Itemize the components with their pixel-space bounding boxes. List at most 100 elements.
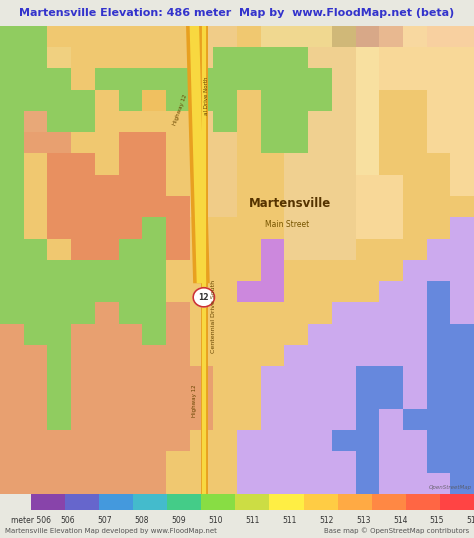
Bar [71, 90, 95, 111]
Bar [166, 153, 190, 175]
Bar [71, 111, 95, 132]
Bar [213, 387, 237, 409]
Bar [284, 217, 308, 238]
Bar [332, 47, 356, 68]
Bar [142, 175, 166, 196]
Bar [95, 26, 118, 47]
Bar [71, 175, 95, 196]
Bar [213, 302, 237, 324]
Bar [24, 260, 47, 281]
Bar [427, 111, 450, 132]
Bar [71, 345, 95, 366]
Bar [47, 175, 71, 196]
Bar [450, 409, 474, 430]
Bar [201, 494, 236, 510]
Bar [450, 451, 474, 472]
Bar [142, 302, 166, 324]
Bar [427, 238, 450, 260]
Bar [284, 324, 308, 345]
Bar [284, 196, 308, 217]
Bar [190, 47, 213, 68]
Bar [213, 281, 237, 302]
Bar [213, 196, 237, 217]
Text: 12: 12 [199, 293, 209, 302]
Bar [95, 451, 118, 472]
Bar [118, 26, 142, 47]
Text: Highway 12: Highway 12 [191, 384, 197, 416]
Bar [403, 238, 427, 260]
Bar [450, 345, 474, 366]
Bar [95, 47, 118, 68]
Bar [403, 217, 427, 238]
Bar [166, 472, 190, 494]
Bar [237, 132, 261, 153]
Bar [284, 26, 308, 47]
Bar [308, 366, 332, 387]
Bar [308, 47, 332, 68]
Bar [261, 90, 284, 111]
Bar [237, 345, 261, 366]
Bar [379, 132, 403, 153]
Bar [142, 409, 166, 430]
Bar [190, 196, 213, 217]
Bar [190, 430, 213, 451]
Bar [403, 26, 427, 47]
Bar [24, 281, 47, 302]
Bar [284, 302, 308, 324]
Bar [24, 111, 47, 132]
Bar [332, 281, 356, 302]
Bar [24, 175, 47, 196]
Bar [379, 196, 403, 217]
Bar [356, 217, 379, 238]
Bar [450, 302, 474, 324]
Bar [190, 472, 213, 494]
Bar [118, 430, 142, 451]
Bar [24, 430, 47, 451]
Bar [190, 281, 213, 302]
Polygon shape [190, 26, 206, 284]
Bar [308, 409, 332, 430]
Bar [450, 472, 474, 494]
Bar [284, 132, 308, 153]
Bar [213, 111, 237, 132]
Bar [379, 260, 403, 281]
Bar [99, 494, 133, 510]
Bar [269, 494, 303, 510]
Bar [403, 90, 427, 111]
Bar [0, 132, 24, 153]
Bar [284, 68, 308, 90]
Bar [427, 90, 450, 111]
Bar [47, 472, 71, 494]
Bar [166, 281, 190, 302]
Bar [95, 345, 118, 366]
Bar [427, 153, 450, 175]
Bar [95, 196, 118, 217]
Bar [95, 472, 118, 494]
Bar [71, 409, 95, 430]
Bar [332, 451, 356, 472]
Bar [308, 153, 332, 175]
Bar [450, 68, 474, 90]
Bar [440, 494, 474, 510]
Bar [118, 68, 142, 90]
Bar [427, 260, 450, 281]
Bar [190, 238, 213, 260]
Text: 511: 511 [282, 516, 297, 525]
Bar [450, 26, 474, 47]
Bar [261, 387, 284, 409]
Bar [118, 345, 142, 366]
Bar [403, 387, 427, 409]
Bar [190, 175, 213, 196]
Bar [190, 132, 213, 153]
Bar [190, 111, 213, 132]
Text: meter 506: meter 506 [11, 516, 51, 525]
Bar [0, 409, 24, 430]
Bar [142, 366, 166, 387]
Bar [356, 90, 379, 111]
Bar [142, 451, 166, 472]
Bar [47, 302, 71, 324]
Bar [166, 409, 190, 430]
Bar [142, 345, 166, 366]
Bar [71, 217, 95, 238]
Bar [47, 68, 71, 90]
